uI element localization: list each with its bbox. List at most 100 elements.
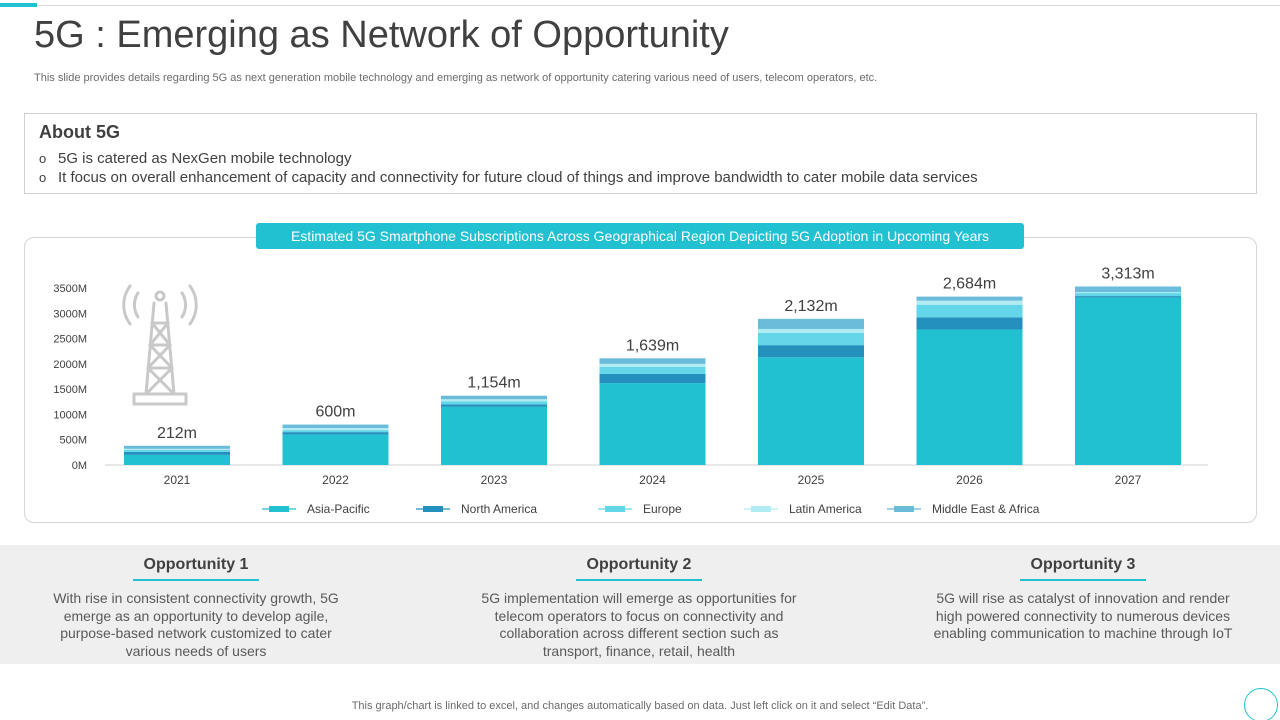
legend-label: North America <box>461 502 537 516</box>
legend-swatch <box>423 506 443 512</box>
bar-segment <box>599 366 706 374</box>
opportunity-underline <box>1020 579 1146 581</box>
y-tick-label: 1500M <box>53 384 87 396</box>
chart-legend: Asia-Pacific North America Europe Latin Ame… <box>262 502 1040 516</box>
opportunity-text-line: enabling communication to machine throug… <box>933 625 1233 641</box>
bar-segment <box>124 451 230 455</box>
bar-segment <box>758 318 864 329</box>
opportunity-title: Opportunity 2 <box>586 556 692 573</box>
bar-segment <box>599 383 706 465</box>
x-tick-label: 2024 <box>639 473 666 487</box>
bar-segment <box>758 357 864 465</box>
bar-segment <box>1075 286 1181 293</box>
bar-segment <box>441 399 547 402</box>
bars: 212m 600m 1,154m 1,639m 2,132m 2,684m 3,313m <box>124 265 1181 465</box>
top-accent-bar <box>0 3 37 7</box>
page-title: 5G : Emerging as Network of Opportunity <box>34 14 729 56</box>
y-axis: 0M 500M 1000M 1500M 2000M 2500M 3000M 3500M <box>53 283 87 472</box>
opportunity-title: Opportunity 1 <box>143 556 249 573</box>
corner-circle-decoration <box>1244 688 1278 720</box>
opportunity-text: 5G implementation will emerge as opportu… <box>464 590 814 660</box>
chart-title: Estimated 5G Smartphone Subscriptions Ac… <box>256 223 1024 249</box>
bar-segment <box>758 328 864 334</box>
bar-segment <box>124 448 230 450</box>
about-5g-title: About 5G <box>39 122 120 142</box>
opportunity-text: 5G will rise as catalyst of innovation a… <box>918 590 1248 643</box>
bar-segment <box>599 358 706 364</box>
x-tick-label: 2021 <box>164 473 191 487</box>
y-tick-label: 500M <box>59 435 87 447</box>
bar-segment <box>916 317 1023 330</box>
opportunity-text-line: With rise in consistent connectivity gro… <box>53 590 339 606</box>
x-tick-label: 2025 <box>798 473 825 487</box>
bar-total-label: 1,154m <box>467 375 520 392</box>
bar-segment <box>124 445 230 449</box>
x-axis: 2021 2022 2023 2024 2025 2026 2027 <box>164 473 1142 487</box>
about-item: o It focus on overall enhancement of capa… <box>39 169 978 186</box>
opportunity-card: Opportunity 2 5G implementation will eme… <box>464 555 814 660</box>
opportunity-card: Opportunity 1 With rise in consistent co… <box>40 555 352 660</box>
y-tick-label: 3000M <box>53 308 87 320</box>
legend-swatch <box>269 506 289 512</box>
bar-segment <box>599 373 706 384</box>
bar-total-label: 600m <box>315 404 355 421</box>
bar-segment <box>441 404 547 407</box>
legend-label: Asia-Pacific <box>307 502 370 516</box>
bar-segment <box>441 401 547 405</box>
opportunity-text-line: emerge as an opportunity to develop agil… <box>63 607 329 624</box>
y-tick-label: 3500M <box>53 283 87 295</box>
opportunity-underline <box>576 579 702 581</box>
about-item-text: 5G is catered as NexGen mobile technolog… <box>58 150 352 167</box>
opportunity-text-line: high powered connectivity to numerous de… <box>935 607 1231 624</box>
bar-segment <box>282 432 389 435</box>
about-item: o 5G is catered as NexGen mobile technolo… <box>39 150 352 167</box>
bar-segment <box>441 395 547 400</box>
bar-segment <box>124 454 230 465</box>
opportunity-text: With rise in consistent connectivity gro… <box>40 590 352 660</box>
bar-segment <box>124 449 230 452</box>
x-tick-label: 2026 <box>956 473 983 487</box>
bar-segment <box>1075 293 1181 297</box>
opportunity-card: Opportunity 3 5G will rise as catalyst o… <box>918 555 1248 643</box>
bar-segment <box>1075 297 1181 465</box>
bar-segment <box>916 329 1023 465</box>
opportunity-text-line: 5G will rise as catalyst of innovation a… <box>936 590 1230 606</box>
x-tick-label: 2027 <box>1115 473 1142 487</box>
opportunity-text-line: collaboration across different section s… <box>499 625 779 641</box>
legend-swatch <box>751 506 771 512</box>
bar-segment <box>758 345 864 358</box>
opportunity-underline <box>133 579 259 581</box>
y-tick-label: 1000M <box>53 409 87 421</box>
opportunities-band <box>0 545 1280 664</box>
opportunity-text-line: various needs of users <box>125 642 267 659</box>
bar-segment <box>916 304 1023 318</box>
about-item-text: It focus on overall enhancement of capac… <box>58 169 978 186</box>
bar-total-label: 3,313m <box>1101 265 1154 282</box>
legend-label: Europe <box>643 502 682 516</box>
bar-total-label: 1,639m <box>626 337 679 354</box>
bar-segment <box>1075 292 1181 294</box>
top-rule <box>0 5 1280 6</box>
hollow-bullet-icon: o <box>39 151 47 166</box>
opportunity-text-line: 5G implementation will emerge as opportu… <box>481 590 797 606</box>
opportunity-text-line: transport, finance, retail, health <box>542 642 736 659</box>
bar-segment <box>758 333 864 346</box>
about-5g-panel: About 5G o 5G is catered as NexGen mobile… <box>24 113 1257 194</box>
bar-segment <box>1075 296 1181 298</box>
hollow-bullet-icon: o <box>39 170 47 185</box>
bar-total-label: 212m <box>157 425 197 442</box>
bar-segment <box>282 434 389 465</box>
y-tick-label: 2000M <box>53 359 87 371</box>
y-tick-label: 0M <box>72 460 87 472</box>
y-tick-label: 2500M <box>53 334 87 346</box>
x-tick-label: 2023 <box>481 473 508 487</box>
bar-segment <box>599 363 706 367</box>
bar-segment <box>441 406 547 465</box>
bar-segment <box>282 424 389 429</box>
cell-tower-icon <box>122 284 198 406</box>
page-subtitle: This slide provides details regarding 5G… <box>34 72 878 84</box>
opportunity-title: Opportunity 3 <box>1030 556 1136 573</box>
bar-total-label: 2,684m <box>943 276 996 293</box>
legend-label: Middle East & Africa <box>932 502 1040 516</box>
